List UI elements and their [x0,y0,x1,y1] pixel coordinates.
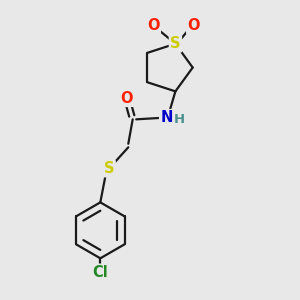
Text: S: S [170,36,181,51]
Text: S: S [104,161,114,176]
Text: O: O [188,18,200,33]
Text: O: O [121,91,133,106]
Text: H: H [173,113,184,126]
Text: O: O [147,18,160,33]
Text: N: N [160,110,173,125]
Text: Cl: Cl [92,265,108,280]
